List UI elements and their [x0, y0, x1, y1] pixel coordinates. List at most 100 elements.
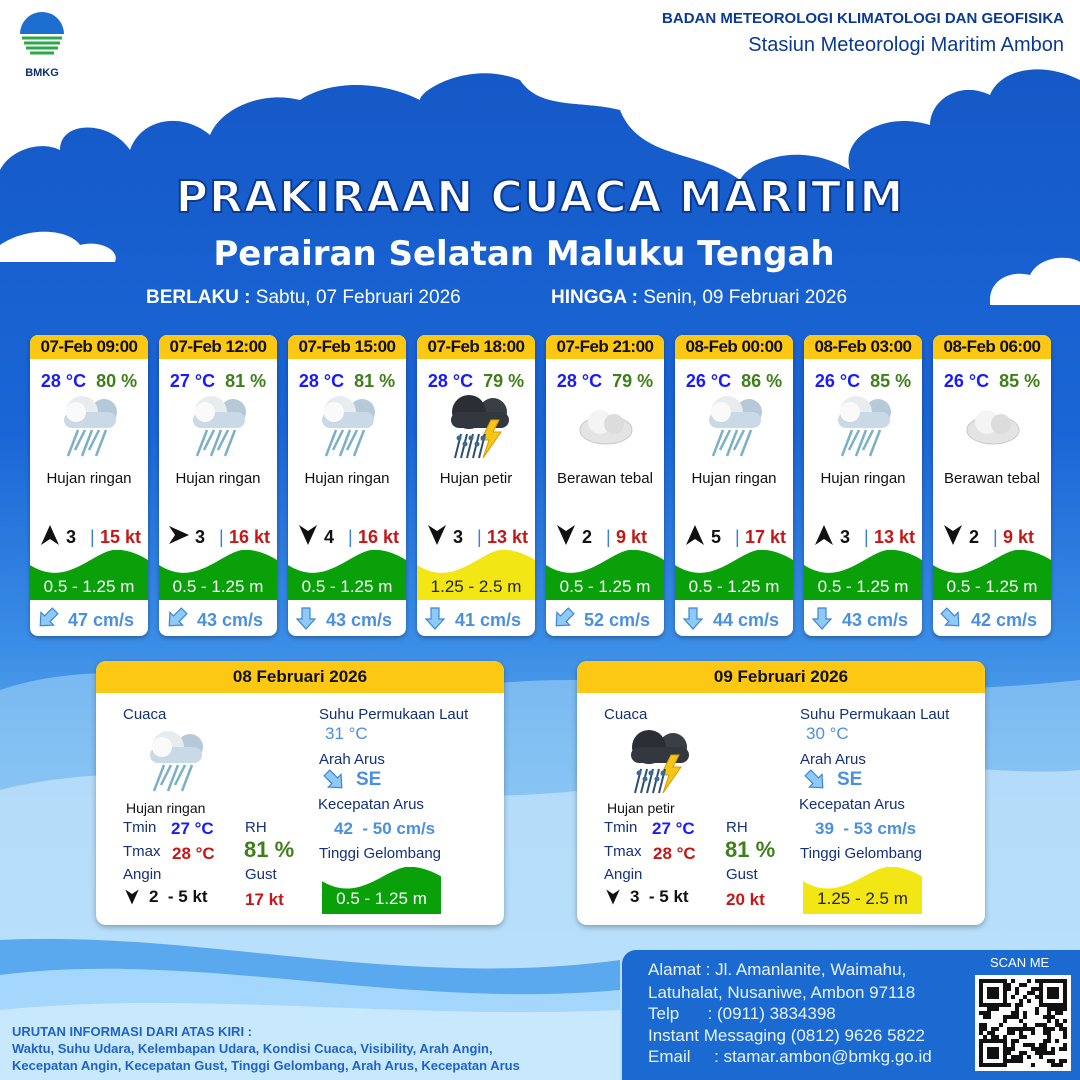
qr-module: [1011, 1027, 1015, 1031]
qr-module: [1063, 1059, 1067, 1063]
sst-label: Suhu Permukaan Laut: [319, 706, 469, 723]
email[interactable]: Email : stamar.ambon@bmkg.go.id: [648, 1047, 932, 1066]
qr-module: [1059, 1027, 1063, 1031]
qr-module: [1015, 987, 1019, 991]
qr-module: [1003, 995, 1007, 999]
qr-module: [1035, 979, 1039, 983]
divider: |: [864, 527, 869, 547]
wave-shape: [804, 549, 922, 600]
qr-module: [979, 987, 983, 991]
current-direction-icon: [810, 606, 834, 630]
forecast-time: 07-Feb 21:00: [546, 335, 664, 359]
qr-module: [1039, 999, 1043, 1003]
qr-module: [987, 991, 991, 995]
qr-module: [987, 1031, 991, 1035]
qr-module: [987, 1007, 991, 1011]
qr-module: [983, 1063, 987, 1067]
current-direction-icon: [803, 768, 829, 794]
qr-module: [995, 1003, 999, 1007]
qr-module: [1055, 1039, 1059, 1043]
qr-module: [1043, 1015, 1047, 1019]
qr-module: [1019, 999, 1023, 1003]
wind-direction-icon: [554, 523, 578, 547]
current-speed: 43 cm/s: [326, 610, 393, 630]
wave-shape: [803, 866, 922, 914]
humidity: 81 %: [225, 371, 267, 391]
qr-module: [987, 995, 991, 999]
weather-condition: Berawan tebal: [944, 470, 1040, 487]
left-cloud: [0, 231, 116, 262]
qr-module: [983, 1035, 987, 1039]
qr-module: [999, 979, 1003, 983]
temp-rh-row: 26 °C 86 %: [675, 371, 793, 392]
qr-module: [1019, 1051, 1023, 1055]
wind-label: Angin: [123, 866, 162, 883]
qr-module: [991, 991, 995, 995]
qr-module: [1007, 1051, 1011, 1055]
qr-module: [1019, 1031, 1023, 1035]
qr-module: [1015, 1015, 1019, 1019]
wind-value: 2 - 5 kt: [149, 887, 208, 906]
qr-module: [1051, 979, 1055, 983]
wind-direction-icon: [425, 523, 449, 547]
qr-module: [1047, 1035, 1051, 1039]
wave-label: Tinggi Gelombang: [800, 845, 923, 862]
forecast-time: 08-Feb 06:00: [933, 335, 1051, 359]
qr-module: [1051, 987, 1055, 991]
qr-module: [995, 991, 999, 995]
qr-module: [1003, 1063, 1007, 1067]
qr-module: [979, 1039, 983, 1043]
qr-code[interactable]: [975, 975, 1071, 1071]
qr-module: [991, 1039, 995, 1043]
gust-speed: 13 kt: [874, 527, 916, 547]
divider: |: [735, 527, 740, 547]
light-rain-icon: [828, 390, 900, 465]
qr-module: [1043, 1027, 1047, 1031]
daily-summary-panel: 08 Februari 2026 Cuaca Hujan ringan Tmin…: [96, 661, 504, 925]
qr-module: [1055, 1019, 1059, 1023]
qr-module: [1003, 999, 1007, 1003]
qr-module: [1039, 987, 1043, 991]
weather-condition: Hujan petir: [607, 800, 675, 816]
qr-module: [1003, 983, 1007, 987]
tmax-label: Tmax: [604, 843, 642, 860]
rh-label: RH: [726, 819, 748, 836]
wave-height: 0.5 - 1.25 m: [172, 577, 264, 596]
weather-condition: Berawan tebal: [557, 470, 653, 487]
valid-to-label: HINGGA :: [551, 287, 638, 308]
qr-module: [1003, 1043, 1007, 1047]
qr-module: [1015, 1055, 1019, 1059]
qr-module: [987, 1047, 991, 1051]
wind-direction-icon: [296, 523, 320, 547]
wind-speed: 3: [453, 527, 464, 547]
temperature: 26 °C: [685, 371, 732, 391]
qr-module: [1003, 1051, 1007, 1055]
qr-module: [1051, 1003, 1055, 1007]
qr-module: [1003, 1035, 1007, 1039]
forecast-time: 08-Feb 00:00: [675, 335, 793, 359]
sst-value: 30 °C: [806, 724, 849, 743]
qr-module: [995, 987, 999, 991]
light-rain-icon: [140, 725, 212, 800]
wave-height: 0.5 - 1.25 m: [688, 577, 780, 596]
qr-module: [1043, 1043, 1047, 1047]
qr-module: [1027, 1027, 1031, 1031]
qr-module: [991, 979, 995, 983]
forecast-card: 07-Feb 15:00 28 °C 81 % Hujan ringan 4 | 1…: [288, 335, 406, 636]
qr-module: [991, 1007, 995, 1011]
qr-module: [1031, 1047, 1035, 1051]
thunderstorm-icon: [441, 390, 513, 465]
qr-module: [1023, 983, 1027, 987]
qr-module: [995, 995, 999, 999]
wave-shape: [417, 549, 535, 600]
qr-module: [1059, 1059, 1063, 1063]
qr-module: [1035, 1011, 1039, 1015]
gust-value: 20 kt: [726, 890, 765, 909]
gust-speed: 13 kt: [487, 527, 529, 547]
qr-module: [1047, 1059, 1051, 1063]
qr-module: [1031, 1063, 1035, 1067]
qr-module: [1019, 983, 1023, 987]
thunderstorm-icon: [621, 725, 693, 800]
qr-module: [999, 1063, 1003, 1067]
temp-rh-row: 26 °C 85 %: [804, 371, 922, 392]
